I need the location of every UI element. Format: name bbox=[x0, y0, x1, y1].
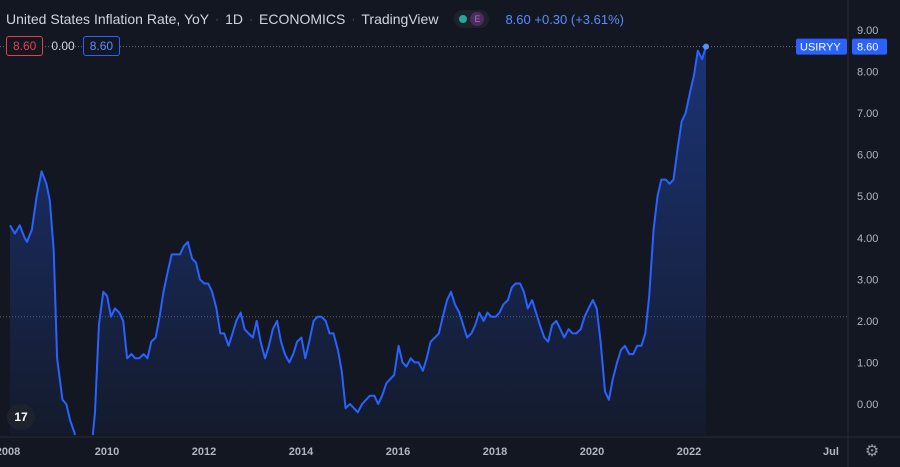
x-tick-label: 2018 bbox=[483, 446, 507, 458]
y-tick-label: 6.00 bbox=[857, 150, 878, 162]
data-point bbox=[77, 457, 79, 459]
interval-label[interactable]: 1D bbox=[225, 11, 244, 27]
status-dot-icon bbox=[459, 15, 468, 23]
change-value: +0.30 (+3.61%) bbox=[534, 11, 624, 27]
value-low: 0.00 bbox=[51, 39, 75, 53]
x-tick-label: 2022 bbox=[677, 446, 701, 458]
separator-dot: · bbox=[215, 12, 220, 26]
price-axis: 0.00 1.00 2.00 3.00 4.00 5.00 6.00 7.00 8.00 9.00… bbox=[796, 0, 887, 467]
price-label-badge: USIRYY 8.60 bbox=[796, 38, 887, 55]
plot-area bbox=[0, 43, 848, 463]
price-label-symbol: USIRYY bbox=[800, 42, 841, 54]
y-tick-label: 7.00 bbox=[857, 108, 878, 120]
separator-dot: · bbox=[351, 12, 356, 26]
x-tick-label: 2014 bbox=[289, 446, 314, 458]
y-tick-label: 2.00 bbox=[857, 316, 878, 328]
x-tick-label: 2020 bbox=[580, 446, 604, 458]
tradingview-logo-icon[interactable]: 17 bbox=[7, 404, 35, 430]
event-badge-icon[interactable]: E bbox=[470, 12, 485, 26]
y-tick-label: 9.00 bbox=[857, 25, 878, 37]
y-tick-label: 1.00 bbox=[857, 357, 878, 369]
market-status-pill[interactable]: E bbox=[454, 10, 490, 28]
source-label: ECONOMICS bbox=[259, 11, 346, 27]
x-tick-label: 2016 bbox=[386, 446, 410, 458]
last-data-point bbox=[703, 43, 709, 50]
y-tick-label: 4.00 bbox=[857, 233, 878, 245]
price-label-value: 8.60 bbox=[857, 42, 878, 54]
gear-icon[interactable]: ⚙ bbox=[864, 443, 880, 460]
chart-title[interactable]: United States Inflation Rate, YoY bbox=[6, 11, 210, 27]
y-tick-label: 3.00 bbox=[857, 274, 878, 286]
value-high: 8.60 bbox=[6, 36, 44, 56]
series-line bbox=[9, 46, 707, 435]
y-tick-label: 0.00 bbox=[857, 399, 878, 411]
x-tick-label: Jul bbox=[823, 446, 839, 458]
y-tick-label: 8.00 bbox=[857, 67, 878, 79]
last-value-info: 8.60 +0.30 (+3.61%) bbox=[505, 12, 624, 27]
x-tick-label: 2008 bbox=[0, 446, 20, 458]
separator-dot: · bbox=[249, 12, 254, 26]
data-point bbox=[86, 461, 88, 463]
value-close: 8.60 bbox=[82, 36, 121, 56]
x-tick-label: 2012 bbox=[192, 446, 216, 458]
chart-legend-header: United States Inflation Rate, YoY · 1D ·… bbox=[6, 8, 624, 30]
time-axis: 2008 2010 2012 2014 2016 2018 2020 2022 Jul bbox=[0, 436, 900, 458]
ohlc-values-row: 8.60 0.00 8.60 bbox=[6, 36, 121, 56]
provider-label: TradingView bbox=[361, 11, 439, 27]
last-value: 8.60 bbox=[505, 11, 531, 27]
series-area bbox=[10, 46, 706, 435]
data-point bbox=[90, 457, 92, 459]
y-tick-label: 5.00 bbox=[857, 191, 878, 203]
x-tick-label: 2010 bbox=[95, 446, 119, 458]
